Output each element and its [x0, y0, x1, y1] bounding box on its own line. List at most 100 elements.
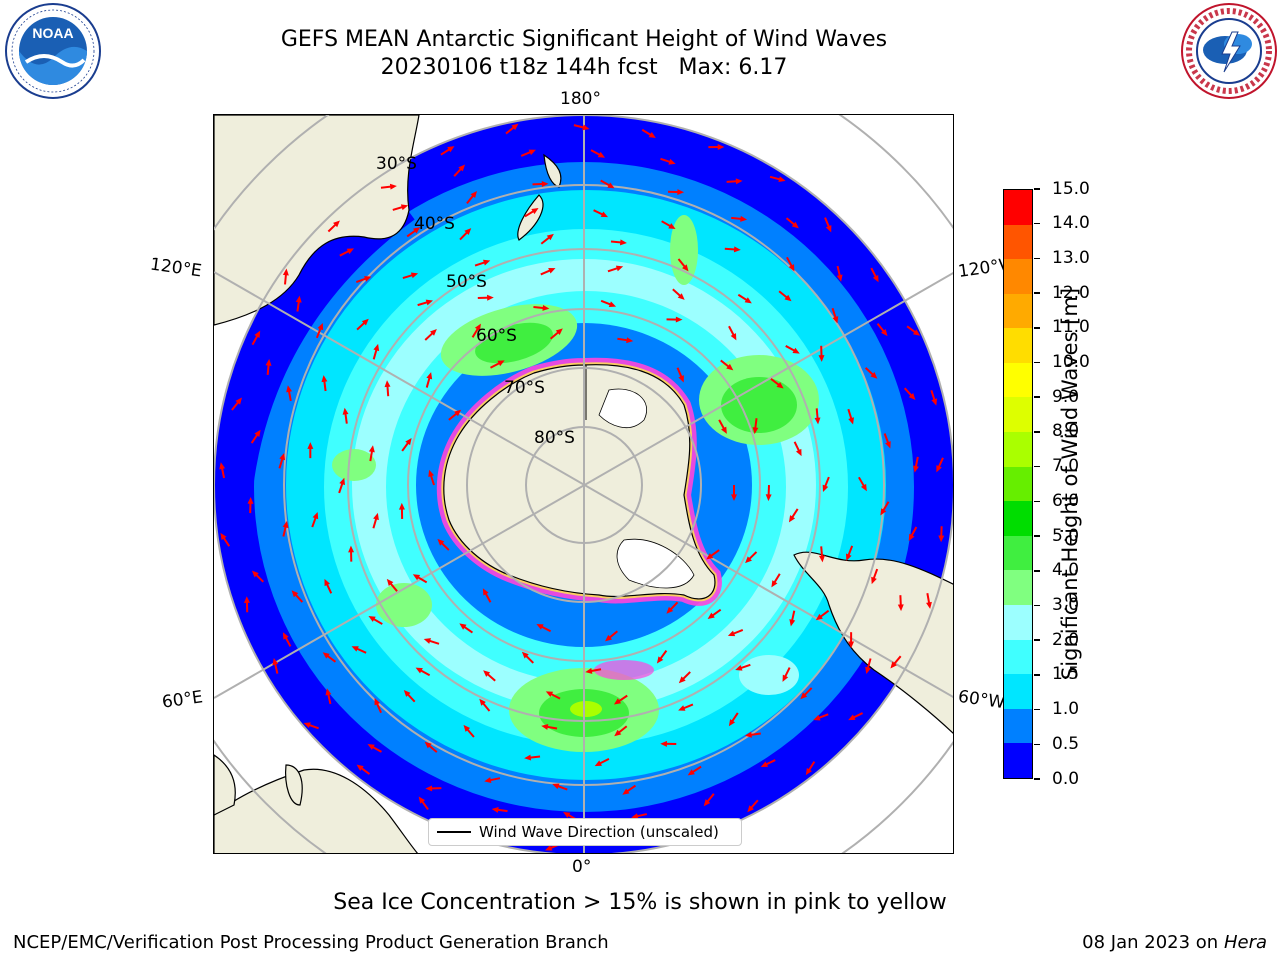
wave-direction-arrowhead	[528, 149, 536, 156]
colorbar-segment	[1004, 224, 1032, 260]
wave-direction-arrowhead	[819, 555, 825, 563]
wave-direction-arrowhead	[870, 372, 878, 379]
lat-label-30s: 30°S	[376, 154, 417, 174]
wave-direction-arrowhead	[728, 719, 736, 727]
colorbar	[1003, 189, 1033, 779]
wave-direction-arrowhead	[272, 658, 279, 666]
wave-direction-arrowhead	[265, 358, 272, 366]
wave-direction-arrowhead	[881, 329, 888, 337]
wave-direction-arrowhead	[666, 606, 674, 614]
wave-direction-arrowhead	[721, 426, 727, 434]
wave-direction-arrowhead	[398, 502, 405, 510]
colorbar-tick-label: 15.0	[1034, 180, 1090, 198]
wave-direction-arrowhead	[931, 398, 938, 406]
wave-direction-arrowhead	[913, 465, 919, 473]
wave-direction-arrowhead	[541, 181, 549, 188]
wave-direction-arrowhead	[825, 225, 832, 233]
wave-direction-arrowhead	[333, 220, 340, 228]
wave-direction-arrowhead	[342, 407, 349, 415]
wave-direction-arrowhead	[546, 233, 554, 241]
colorbar-segment	[1004, 397, 1032, 433]
wave-direction-arrowhead	[660, 740, 667, 747]
footer-host: Hera	[1223, 932, 1267, 953]
colorbar-tick-label: 3.0	[1034, 596, 1079, 614]
wave-direction-arrowhead	[885, 441, 891, 449]
wave-direction-arrowhead	[733, 246, 741, 253]
wave-direction-arrowhead	[585, 667, 593, 674]
colorbar-segment	[1004, 570, 1032, 606]
wave-direction-arrowhead	[423, 638, 431, 644]
colorbar-tick-label: 1.0	[1034, 701, 1079, 718]
wave-direction-arrowhead	[795, 448, 802, 457]
wave-direction-arrowhead	[219, 462, 226, 470]
wave-direction-arrowhead	[607, 182, 615, 189]
wave-direction-arrowhead	[765, 494, 772, 502]
wave-direction-arrowhead	[418, 796, 426, 804]
wave-direction-arrowhead	[220, 532, 227, 541]
colorbar-segment	[1004, 259, 1032, 294]
wave-direction-arrowhead	[744, 297, 752, 304]
wave-direction-arrowhead	[254, 330, 261, 338]
wave-direction-arrowhead	[428, 469, 435, 478]
colorbar-segment	[1004, 293, 1032, 329]
wave-direction-arrowhead	[860, 483, 867, 492]
wave-direction-arrowhead	[405, 438, 412, 446]
wave-direction-arrowhead	[251, 570, 259, 578]
lat-label-70s: 70°S	[504, 378, 545, 398]
noaa-wordmark: NOAA	[32, 25, 73, 41]
colorbar-tick-label: 12.0	[1034, 284, 1090, 302]
wave-direction-arrowhead	[563, 811, 571, 818]
wave-direction-arrowhead	[745, 556, 752, 564]
wave-direction-arrowhead	[778, 176, 786, 183]
wave-direction-arrowhead	[389, 183, 397, 190]
wave-direction-arrowhead	[483, 670, 491, 677]
wave-direction-arrowhead	[429, 329, 437, 336]
colorbar-tick-label: 14.0	[1034, 215, 1090, 232]
wave-direction-arrowhead	[424, 741, 432, 749]
wave-direction-arrowhead	[235, 397, 242, 405]
colorbar-tick-label: 2.0	[1034, 631, 1079, 649]
lat-label-80s: 80°S	[534, 428, 575, 448]
wave-direction-arrowhead	[325, 688, 332, 696]
wave-direction-arrowhead	[735, 665, 743, 671]
lon-label-180: 180°	[560, 89, 601, 109]
lat-label-50s: 50°S	[446, 272, 487, 292]
wave-direction-arrowhead	[822, 484, 829, 492]
wave-direction-arrowhead	[832, 316, 839, 324]
wave-direction-arrowhead	[836, 274, 843, 282]
wave-direction-arrowhead	[307, 442, 314, 449]
lon-label-120e: 120°E	[148, 254, 203, 282]
wave-direction-arrowhead	[521, 651, 529, 659]
wave-direction-arrowhead	[730, 333, 737, 341]
wave-direction-arrowhead	[656, 656, 664, 664]
wave-direction-arrowhead	[678, 676, 686, 684]
wave-direction-arrowhead	[615, 265, 624, 272]
wave-direction-arrowhead	[605, 634, 613, 642]
wave-direction-arrowhead	[400, 204, 409, 211]
graticule	[214, 115, 953, 853]
wave-direction-arrowhead	[784, 294, 792, 302]
wave-direction-arrowhead	[648, 132, 656, 139]
footer-credit: NCEP/EMC/Verification Post Processing Pr…	[13, 932, 609, 953]
wave-direction-arrowhead	[364, 276, 372, 282]
wave-direction-arrowhead	[677, 189, 685, 196]
wave-direction-arrowhead	[463, 724, 471, 732]
wave-direction-arrowhead	[791, 221, 799, 229]
wave-direction-arrowhead	[744, 731, 752, 738]
wave-direction-arrowhead	[548, 268, 556, 274]
lat-label-60s: 60°S	[476, 326, 517, 346]
wave-direction-arrowhead	[321, 375, 328, 383]
map-panel: 30°S 40°S 50°S 60°S 70°S 80°S	[213, 114, 954, 854]
colorbar-tick-label: 1.5	[1034, 666, 1079, 683]
wave-direction-arrowhead	[303, 722, 311, 729]
colorbar-segment	[1004, 639, 1032, 675]
wave-direction-arrowhead	[459, 623, 467, 630]
wave-direction-arrowhead	[818, 355, 825, 362]
colorbar-tick-label: 9.0	[1034, 388, 1079, 406]
wave-direction-arrowhead	[279, 452, 286, 461]
wave-direction-arrowhead	[254, 429, 261, 437]
wave-direction-arrowhead	[771, 580, 778, 588]
wave-direction-arrowhead	[541, 724, 549, 730]
wave-direction-arrowhead	[848, 641, 855, 649]
wave-direction-arrowhead	[282, 268, 289, 276]
